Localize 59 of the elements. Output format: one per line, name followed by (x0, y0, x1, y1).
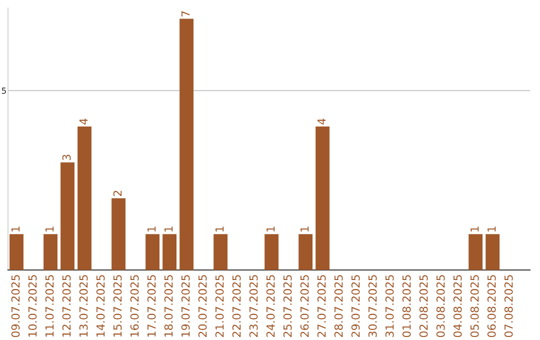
x-tick-label: 28.07.2025 (334, 275, 343, 337)
x-tick-label: 04.08.2025 (453, 275, 462, 338)
bar (298, 234, 313, 270)
data-label: 1 (470, 226, 479, 232)
data-label: 2 (113, 190, 122, 196)
x-tick-label: 06.08.2025 (487, 275, 496, 338)
x-tick-label: 23.07.2025 (249, 275, 258, 337)
x-tick-label: 01.08.2025 (402, 275, 411, 338)
x-tick-label: 16.07.2025 (130, 275, 139, 337)
data-label: 1 (45, 226, 54, 232)
bar (60, 162, 74, 270)
x-tick-label: 10.07.2025 (28, 275, 37, 337)
data-label: 4 (318, 118, 326, 125)
x-tick-label: 07.08.2025 (504, 275, 513, 338)
data-label: 1 (216, 226, 224, 232)
x-tick-label: 30.07.2025 (368, 275, 377, 337)
x-tick-label: 19.07.2025 (181, 275, 190, 337)
x-tick-label: 18.07.2025 (164, 275, 173, 337)
data-label: 1 (11, 226, 20, 232)
x-tick-label: 14.07.2025 (96, 275, 105, 337)
x-tick-label: 02.08.2025 (419, 275, 428, 338)
bar (10, 234, 24, 270)
data-label: 3 (62, 154, 71, 160)
x-tick-label: 17.07.2025 (147, 275, 156, 337)
data-label: 7 (182, 11, 190, 16)
data-label: 1 (164, 226, 173, 232)
x-tick-label: 27.07.2025 (317, 275, 326, 337)
bar (180, 18, 194, 270)
bar (146, 234, 160, 270)
data-label: 1 (266, 226, 275, 232)
x-tick-label: 11.07.2025 (45, 275, 54, 337)
x-tick-label: 03.08.2025 (436, 275, 445, 338)
x-tick-label: 31.07.2025 (385, 275, 394, 337)
bar (162, 234, 176, 270)
bar (316, 126, 330, 270)
x-tick-label: 21.07.2025 (215, 275, 224, 337)
x-tick-label: 15.07.2025 (113, 275, 122, 337)
x-tick-label: 12.07.2025 (62, 275, 71, 337)
bar (468, 234, 483, 270)
bar (486, 234, 500, 270)
x-tick-label: 20.07.2025 (198, 275, 207, 337)
x-tick-label: 09.07.2025 (11, 275, 20, 338)
bar (78, 126, 92, 270)
data-label: 1 (488, 226, 496, 232)
x-tick-label: 05.08.2025 (470, 275, 479, 338)
x-tick-label: 13.07.2025 (79, 275, 88, 337)
y-tick-label: 5 (2, 88, 6, 94)
bar (264, 234, 279, 270)
bar (112, 198, 126, 270)
x-tick-label: 24.07.2025 (266, 275, 275, 337)
data-label: 1 (147, 226, 156, 232)
x-tick-label: 22.07.2025 (232, 275, 241, 337)
bar (44, 234, 58, 270)
x-tick-label: 25.07.2025 (283, 275, 292, 337)
bar (214, 234, 228, 270)
data-label: 1 (300, 226, 309, 232)
x-tick-label: 26.07.2025 (300, 275, 309, 337)
x-tick-label: 29.07.2025 (351, 275, 360, 337)
data-label: 4 (79, 118, 88, 125)
